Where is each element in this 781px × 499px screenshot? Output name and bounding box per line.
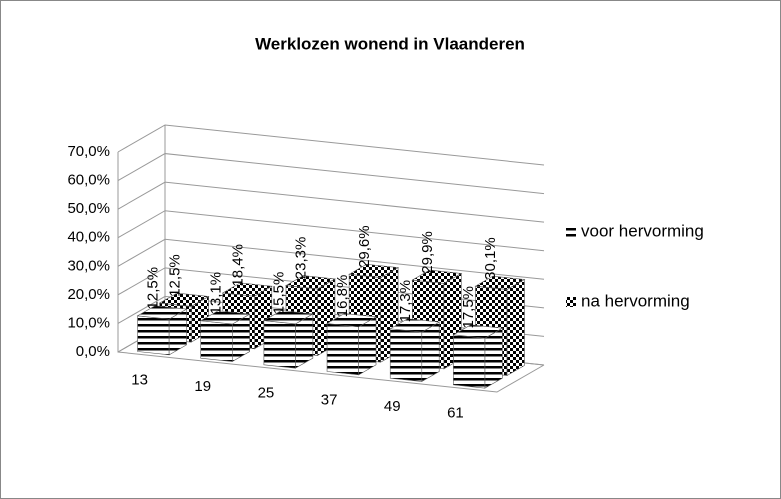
data-label: 29,9% bbox=[419, 231, 436, 274]
data-label: 30,1% bbox=[482, 237, 499, 280]
legend-label: na hervorming bbox=[581, 291, 690, 310]
y-tick-label: 70,0% bbox=[67, 143, 110, 160]
bar-side bbox=[484, 327, 503, 389]
data-label: 16,8% bbox=[334, 275, 351, 318]
data-label: 23,3% bbox=[293, 237, 310, 280]
plot-area: 0,0% 10,0% 20,0% 30,0% 40,0% 50,0% 60,0% 70,0% 1… bbox=[67, 124, 545, 422]
grid-line bbox=[117, 210, 545, 252]
y-tick-label: 0,0% bbox=[76, 343, 110, 360]
bar-top bbox=[285, 275, 336, 290]
bar-top bbox=[262, 310, 314, 325]
bar-front bbox=[263, 320, 296, 369]
x-tick-label: 19 bbox=[194, 378, 211, 395]
data-label: 13,1% bbox=[207, 272, 224, 315]
grid-line bbox=[117, 238, 545, 280]
legend-swatch bbox=[566, 297, 576, 307]
data-label: 15,5% bbox=[271, 272, 288, 315]
y-tick-label: 60,0% bbox=[67, 172, 110, 189]
bar-side bbox=[506, 278, 525, 377]
bar-front bbox=[137, 315, 170, 356]
data-label: 17,5% bbox=[460, 286, 477, 329]
data-label: 12,5% bbox=[166, 254, 183, 297]
bar-front bbox=[453, 334, 486, 389]
y-tick-label: 20,0% bbox=[67, 286, 110, 303]
bar-front bbox=[326, 323, 359, 376]
y-tick-label: 10,0% bbox=[67, 314, 110, 331]
bar-top bbox=[389, 318, 441, 333]
grid-line bbox=[117, 124, 545, 166]
bar-top bbox=[452, 324, 504, 339]
bar bbox=[199, 310, 251, 363]
bar bbox=[326, 313, 377, 376]
data-label: 17,3% bbox=[397, 280, 414, 323]
bar-top bbox=[158, 292, 210, 307]
axis-wall bbox=[117, 152, 545, 393]
bar-top bbox=[411, 269, 463, 284]
bar-top bbox=[199, 310, 251, 325]
bar-side bbox=[421, 321, 440, 383]
data-label: 12,5% bbox=[144, 267, 161, 310]
bar-front bbox=[200, 320, 233, 362]
bar-top bbox=[348, 263, 400, 278]
x-tick-label: 37 bbox=[321, 391, 338, 408]
grid-line bbox=[117, 153, 545, 195]
bar-top bbox=[326, 313, 377, 328]
y-tick-label: 40,0% bbox=[67, 229, 110, 246]
bar-front bbox=[389, 328, 423, 382]
bar-top bbox=[136, 305, 188, 320]
legend-swatch bbox=[566, 227, 576, 237]
bar bbox=[452, 324, 504, 389]
x-tick-label: 49 bbox=[384, 398, 401, 415]
bar bbox=[262, 310, 314, 369]
x-tick-label: 13 bbox=[131, 371, 148, 388]
y-tick-label: 30,0% bbox=[67, 257, 110, 274]
x-tick-label: 61 bbox=[447, 405, 464, 422]
x-tick-label: 25 bbox=[258, 385, 275, 402]
bar bbox=[136, 305, 188, 356]
data-label: 18,4% bbox=[230, 244, 247, 287]
bar bbox=[389, 318, 441, 383]
grid-line bbox=[117, 181, 545, 223]
y-tick-label: 50,0% bbox=[67, 200, 110, 217]
bar-top bbox=[474, 275, 526, 290]
data-label: 29,6% bbox=[356, 225, 373, 268]
bar-top bbox=[221, 282, 273, 297]
legend-label: voor hervorming bbox=[581, 221, 704, 240]
chart-title: Werklozen wonend in Vlaanderen bbox=[255, 34, 525, 53]
